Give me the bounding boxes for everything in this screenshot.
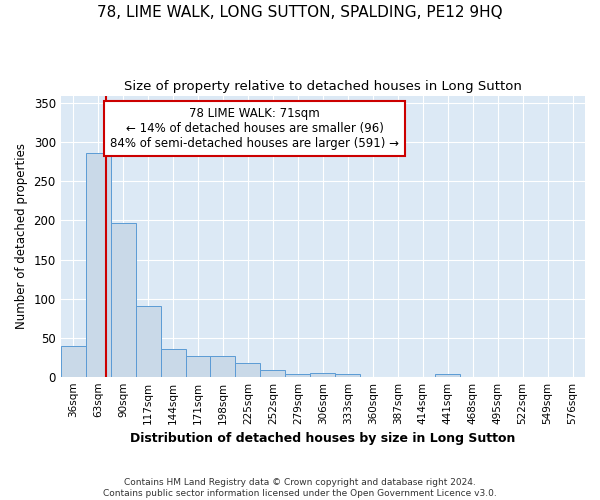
Title: Size of property relative to detached houses in Long Sutton: Size of property relative to detached ho…	[124, 80, 522, 93]
Y-axis label: Number of detached properties: Number of detached properties	[15, 143, 28, 329]
Bar	[161, 350, 185, 376]
Text: 78 LIME WALK: 71sqm
← 14% of detached houses are smaller (96)
84% of semi-detach: 78 LIME WALK: 71sqm ← 14% of detached ho…	[110, 107, 399, 150]
Bar	[110, 223, 136, 376]
Bar	[235, 364, 260, 376]
X-axis label: Distribution of detached houses by size in Long Sutton: Distribution of detached houses by size …	[130, 432, 515, 445]
Bar	[136, 306, 161, 376]
Bar	[86, 154, 110, 376]
Bar	[435, 374, 460, 376]
Text: Contains HM Land Registry data © Crown copyright and database right 2024.
Contai: Contains HM Land Registry data © Crown c…	[103, 478, 497, 498]
Bar	[61, 346, 86, 376]
Bar	[310, 373, 335, 376]
Bar	[286, 374, 310, 376]
Bar	[185, 356, 211, 376]
Bar	[260, 370, 286, 376]
Text: 78, LIME WALK, LONG SUTTON, SPALDING, PE12 9HQ: 78, LIME WALK, LONG SUTTON, SPALDING, PE…	[97, 5, 503, 20]
Bar	[211, 356, 235, 376]
Bar	[335, 374, 360, 376]
